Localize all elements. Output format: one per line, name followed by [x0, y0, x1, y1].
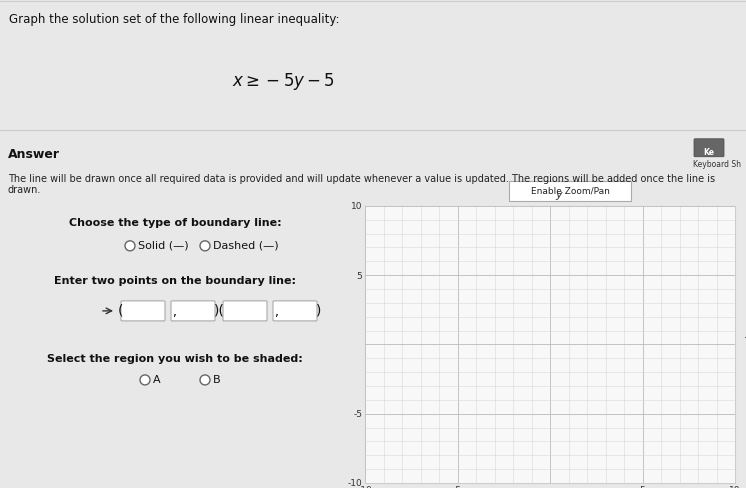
- Text: Keyboard Sh: Keyboard Sh: [693, 160, 741, 169]
- FancyBboxPatch shape: [509, 181, 631, 201]
- Text: Select the region you wish to be shaded:: Select the region you wish to be shaded:: [47, 354, 303, 364]
- Circle shape: [140, 375, 150, 385]
- Bar: [365, 206, 735, 483]
- Text: ): ): [316, 304, 322, 318]
- Text: (: (: [118, 304, 124, 318]
- Circle shape: [200, 375, 210, 385]
- Text: ,: ,: [266, 304, 279, 318]
- Text: )(: )(: [214, 304, 225, 318]
- Text: x: x: [745, 330, 746, 340]
- Text: Answer: Answer: [8, 148, 60, 161]
- Text: Enable Zoom/Pan: Enable Zoom/Pan: [530, 186, 609, 195]
- Text: Enter two points on the boundary line:: Enter two points on the boundary line:: [54, 276, 296, 286]
- Text: Solid (—): Solid (—): [138, 241, 189, 251]
- FancyBboxPatch shape: [171, 301, 215, 321]
- FancyBboxPatch shape: [223, 301, 267, 321]
- Text: y: y: [556, 190, 562, 200]
- Text: B: B: [213, 375, 221, 385]
- FancyBboxPatch shape: [273, 301, 317, 321]
- Circle shape: [125, 241, 135, 251]
- Text: ,: ,: [164, 304, 177, 318]
- Text: The line will be drawn once all required data is provided and will update whenev: The line will be drawn once all required…: [8, 174, 715, 195]
- Circle shape: [200, 241, 210, 251]
- Text: Graph the solution set of the following linear inequality:: Graph the solution set of the following …: [9, 13, 339, 26]
- Text: Dashed (—): Dashed (—): [213, 241, 278, 251]
- Text: A: A: [153, 375, 160, 385]
- Text: Choose the type of boundary line:: Choose the type of boundary line:: [69, 218, 281, 228]
- Text: $x \geq -5y - 5$: $x \geq -5y - 5$: [232, 71, 335, 92]
- Text: Ke: Ke: [703, 148, 715, 157]
- FancyBboxPatch shape: [694, 139, 724, 157]
- FancyBboxPatch shape: [121, 301, 165, 321]
